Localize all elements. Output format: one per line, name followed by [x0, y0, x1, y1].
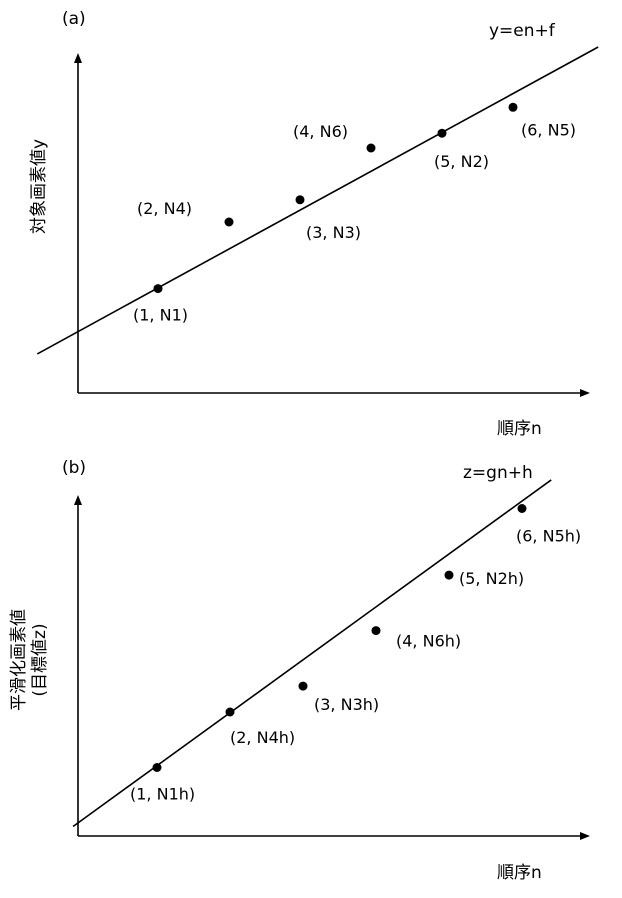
panel-a-point-3 [296, 195, 305, 204]
panel-b-y-axis-label-line2: (目標値z) [30, 623, 50, 696]
panel-b-equation: z=gn+h [463, 463, 533, 483]
panel-b-point-4 [372, 626, 381, 635]
panel-a-x-axis-label: 順序n [497, 419, 542, 439]
panel-a-equation: y=en+f [489, 21, 556, 41]
panel-b-fit-line [73, 480, 551, 827]
panel-a-label: (a) [62, 9, 86, 29]
panel-b-point-6 [518, 504, 527, 513]
panel-a-point-label-5: (5, N2) [434, 152, 489, 171]
panel-a-point-2 [225, 218, 234, 227]
panel-b-point-5 [445, 571, 454, 580]
panel-b-point-label-5: (5, N2h) [459, 569, 524, 588]
panel-b-point-label-2: (2, N4h) [230, 728, 295, 747]
panel-b-point-1 [153, 763, 162, 772]
panel-a-fit-line [37, 47, 598, 354]
panel-b-point-label-4: (4, N6h) [396, 632, 461, 651]
panel-b: (b) z=gn+h 平滑化画素値 (目標値z) 順序n (1, N1h) (2,… [9, 458, 585, 883]
panel-b-point-2 [226, 708, 235, 717]
panel-a-point-label-6: (6, N5) [521, 120, 576, 139]
panel-b-y-axis-label: 平滑化画素値 [9, 609, 29, 711]
panel-a-point-label-3: (3, N3) [306, 223, 361, 242]
panel-a-y-axis-label: 対象画素値y [29, 139, 49, 234]
panel-a-point-6 [509, 103, 518, 112]
panel-a-point-4 [367, 144, 376, 153]
panel-a-point-1 [154, 284, 163, 293]
panel-b-point-label-3: (3, N3h) [314, 695, 379, 714]
panel-a-point-label-1: (1, N1) [133, 306, 188, 325]
panel-b-point-label-6: (6, N5h) [516, 527, 581, 546]
panel-b-x-axis-label: 順序n [497, 863, 542, 883]
panel-a-point-label-4: (4, N6) [293, 122, 348, 141]
panel-a-point-label-2: (2, N4) [137, 199, 192, 218]
panel-b-label: (b) [62, 458, 86, 478]
panel-a-point-5 [438, 129, 447, 138]
panel-a: (a) y=en+f 対象画素値y 順序n (1, N1) (2, N4) (3, … [29, 9, 598, 439]
panel-b-point-3 [299, 682, 308, 691]
panel-b-point-label-1: (1, N1h) [130, 785, 195, 804]
